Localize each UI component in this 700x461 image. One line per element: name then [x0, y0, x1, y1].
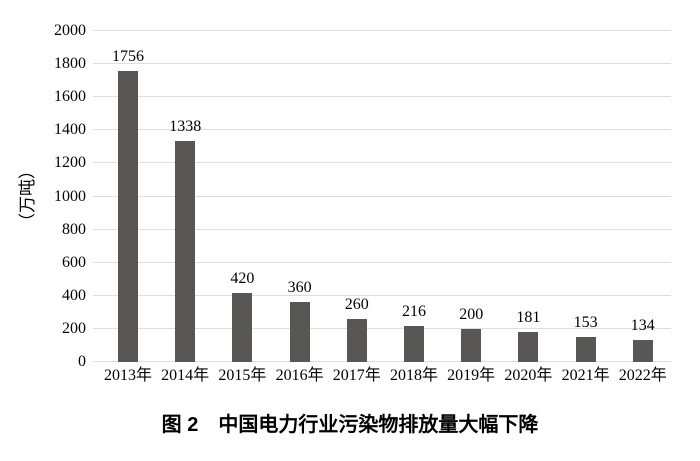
- y-tick-label: 1600: [54, 88, 86, 106]
- bar-2016年: [289, 302, 310, 362]
- y-tick-label: 200: [62, 319, 86, 337]
- y-tick-label: 1000: [54, 187, 86, 205]
- y-tick-label: 800: [62, 220, 86, 238]
- gridline: [93, 327, 671, 329]
- bar-2019年: [461, 328, 482, 362]
- bar-2020年: [518, 332, 539, 362]
- y-tick-label: 400: [62, 286, 86, 304]
- bar-value-label: 260: [344, 295, 369, 313]
- x-tick-label: 2016年: [275, 367, 324, 384]
- x-tick-label: 2014年: [161, 367, 210, 384]
- y-tick-label: 2000: [54, 22, 86, 39]
- y-tick-label: 1200: [54, 154, 86, 172]
- x-tick-label: 2022年: [618, 367, 667, 384]
- gridline: [93, 96, 671, 98]
- bar-value-label: 134: [630, 316, 655, 334]
- figure-title: 中国电力行业污染物排放量大幅下降: [218, 414, 539, 436]
- gridline: [93, 195, 671, 197]
- bar-2017年: [346, 318, 367, 362]
- gridline: [93, 228, 671, 230]
- gridline: [93, 261, 671, 263]
- gridline: [93, 294, 671, 296]
- gridline: [93, 129, 671, 131]
- bar-value-label: 200: [459, 305, 484, 323]
- bar-value-label: 420: [230, 269, 255, 287]
- bar-value-label: 1756: [112, 48, 144, 66]
- x-tick-label: 2019年: [447, 367, 496, 384]
- bar-2014年: [175, 140, 196, 362]
- bar-2013年: [118, 71, 138, 362]
- bar-2022年: [632, 339, 653, 362]
- bar-2021年: [575, 336, 596, 362]
- y-tick-label: 1800: [54, 55, 86, 73]
- figure-number: 图 2: [161, 414, 199, 436]
- x-tick-label: 2021年: [561, 367, 610, 384]
- y-tick-label: 1400: [54, 121, 86, 139]
- bar-2015年: [232, 292, 253, 362]
- bar-value-label: 1338: [169, 117, 202, 135]
- gridline: [93, 162, 671, 164]
- x-tick-label: 2018年: [389, 367, 439, 384]
- bar-value-label: 216: [402, 303, 426, 321]
- gridline: [93, 30, 671, 31]
- x-tick-label: 2013年: [103, 367, 153, 384]
- y-tick-label: 0: [78, 353, 86, 370]
- bar-value-label: 153: [573, 313, 598, 331]
- bar-value-label: 360: [287, 279, 312, 297]
- bar-value-label: 181: [516, 309, 541, 327]
- y-axis-tick-labels: 0 200 400 600 800 1000 1200 1400 1600 1800 2000: [0, 22, 86, 370]
- x-axis-tick-labels: 2013年 2014年 2015年 2016年 2017年 2018年 2019年 2020年…: [93, 366, 671, 388]
- figure-caption: 图 2 中国电力行业污染物排放量大幅下降: [0, 412, 700, 438]
- x-axis-line: [93, 361, 671, 362]
- x-tick-label: 2017年: [332, 367, 381, 384]
- bar-2018年: [404, 326, 424, 362]
- y-tick-label: 600: [62, 253, 86, 271]
- x-tick-label: 2020年: [504, 367, 553, 384]
- x-tick-label: 2015年: [218, 367, 267, 384]
- gridline: [93, 63, 671, 65]
- plot-area: 1756 1338 420 360 260 216 200 181 153 134: [93, 30, 671, 362]
